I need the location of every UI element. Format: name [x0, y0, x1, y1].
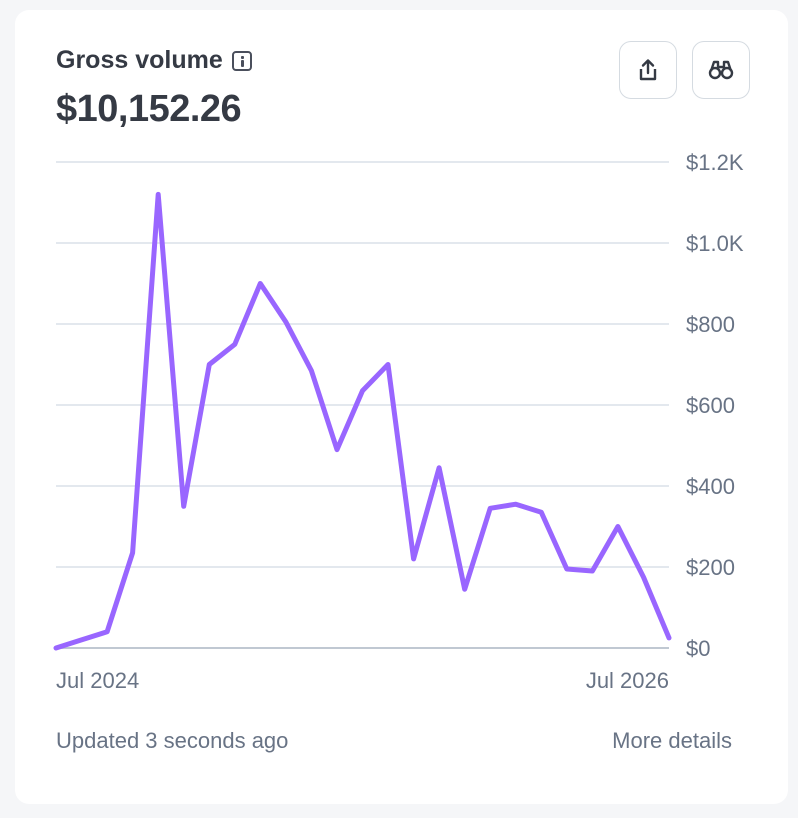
- x-tick-label: Jul 2026: [586, 668, 669, 693]
- x-tick-label: Jul 2024: [56, 668, 139, 693]
- explore-button[interactable]: [692, 41, 750, 99]
- gross-volume-amount: $10,152.26: [56, 88, 242, 130]
- updated-timestamp: Updated 3 seconds ago: [56, 728, 289, 753]
- y-tick-label: $1.0K: [686, 231, 744, 256]
- more-details-link[interactable]: More details: [612, 728, 732, 753]
- binoculars-icon: [708, 60, 734, 80]
- export-button[interactable]: [619, 41, 677, 99]
- info-icon[interactable]: [231, 50, 252, 71]
- y-tick-label: $200: [686, 555, 735, 580]
- y-tick-label: $800: [686, 312, 735, 337]
- share-export-icon: [639, 59, 657, 81]
- gross-volume-chart: $0 $200 $400 $600 $800 $1.0K $1.2K Jul 2024 Jul …: [53, 150, 744, 693]
- card-title: Gross volume: [56, 46, 223, 74]
- series-line: [53, 191, 672, 651]
- card-header: Gross volume: [56, 46, 252, 75]
- gross-volume-card: Gross volume $10,152.26 $0 $200 $400 $600 $8…: [15, 10, 788, 804]
- y-tick-label: $0: [686, 636, 710, 661]
- y-tick-label: $600: [686, 393, 735, 418]
- y-tick-label: $400: [686, 474, 735, 499]
- y-tick-label: $1.2K: [686, 150, 744, 175]
